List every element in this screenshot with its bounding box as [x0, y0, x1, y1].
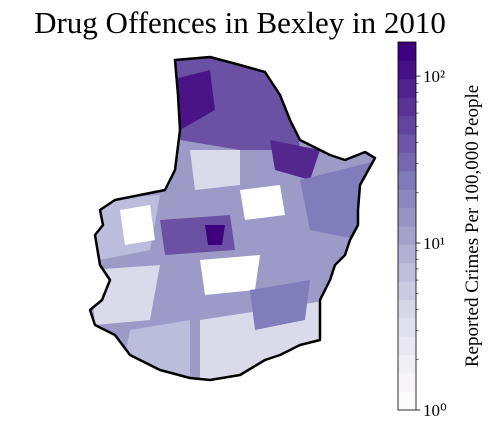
colorbar-tick-label: 10⁰	[423, 401, 447, 420]
region	[270, 140, 320, 180]
colorbar-band	[398, 281, 416, 301]
colorbar-band	[398, 244, 416, 264]
colorbar-frame	[397, 41, 417, 411]
region	[200, 255, 260, 295]
colorbar-band	[398, 318, 416, 337]
colorbar-band	[398, 373, 416, 393]
colorbar-band	[398, 170, 416, 190]
region	[205, 225, 225, 245]
colorbar-band	[398, 189, 416, 209]
colorbar-band	[398, 42, 416, 61]
region	[170, 70, 215, 130]
region	[190, 150, 240, 190]
colorbar-band	[398, 60, 416, 80]
colorbar: 10⁰ 10¹ 10² Reported Crimes Per 100,000 Peo…	[397, 41, 483, 420]
region	[240, 185, 285, 220]
colorbar-band	[398, 134, 416, 153]
region	[160, 215, 235, 255]
region	[90, 265, 160, 325]
map-title: Drug Offences in Bexley in 2010	[34, 5, 446, 40]
colorbar-band	[398, 78, 416, 98]
colorbar-label: Reported Crimes Per 100,000 People	[462, 85, 483, 367]
colorbar-band	[398, 226, 416, 245]
borough-outline	[88, 55, 377, 382]
colorbar-band	[398, 354, 416, 374]
colorbar-band	[398, 391, 416, 411]
colorbar-band	[398, 336, 416, 356]
region	[120, 205, 155, 245]
colorbar-band	[398, 152, 416, 172]
colorbar-tick-label: 10²	[423, 67, 445, 86]
colorbar-band	[398, 299, 416, 319]
colorbar-band	[398, 115, 416, 135]
region	[250, 280, 310, 330]
borough-map	[88, 55, 377, 382]
colorbar-tick-label: 10¹	[423, 234, 445, 253]
colorbar-band	[398, 207, 416, 227]
colorbar-band	[398, 262, 416, 282]
regions	[90, 57, 375, 380]
colorbar-band	[398, 97, 416, 117]
